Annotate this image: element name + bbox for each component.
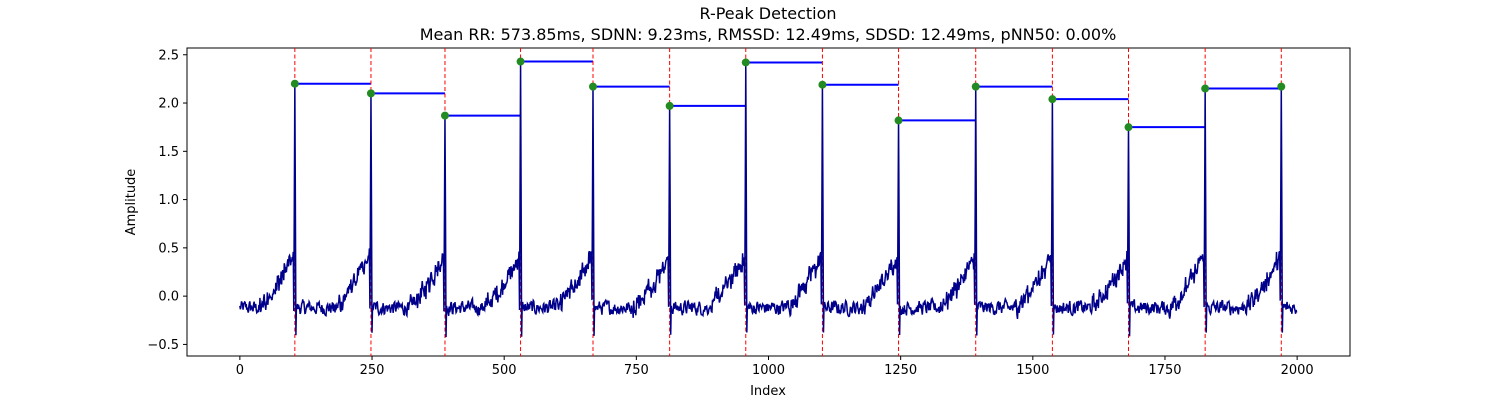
r-peak-marker <box>741 58 750 67</box>
x-tick-label: 500 <box>492 363 517 378</box>
r-peak-marker <box>1048 95 1057 104</box>
r-peak-marker <box>1124 123 1133 132</box>
x-axis: 0 250 500 750 1000 1250 1500 1750 2000 <box>236 356 1314 378</box>
x-tick-label: 0 <box>236 363 244 378</box>
y-tick-label: 1.5 <box>158 145 179 160</box>
r-peak-marker <box>1201 84 1210 93</box>
x-axis-label: Index <box>750 384 786 399</box>
peak-vertical-lines <box>294 48 1282 356</box>
r-peak-marker <box>516 57 525 66</box>
y-axis: −0.5 0.0 0.5 1.0 1.5 2.0 2.5 <box>147 48 187 353</box>
y-axis-label: Amplitude <box>124 169 139 236</box>
r-peak-marker <box>818 80 827 89</box>
r-peak-marker <box>665 101 674 110</box>
r-peak-marker <box>290 79 299 88</box>
r-peak-marker <box>366 89 375 98</box>
y-tick-label: −0.5 <box>147 338 179 353</box>
r-peak-marker <box>1277 82 1286 91</box>
x-tick-label: 1500 <box>1016 363 1049 378</box>
y-tick-label: 2.0 <box>158 97 179 112</box>
r-peak-marker <box>588 82 597 91</box>
y-tick-label: 0.5 <box>158 241 179 256</box>
x-tick-label: 1000 <box>752 363 785 378</box>
x-tick-label: 1250 <box>884 363 917 378</box>
x-tick-label: 750 <box>624 363 649 378</box>
peak-markers <box>290 57 1286 132</box>
y-tick-label: 0.0 <box>158 290 179 305</box>
y-tick-label: 2.5 <box>158 48 179 63</box>
x-tick-label: 2000 <box>1281 363 1314 378</box>
x-tick-label: 1750 <box>1148 363 1181 378</box>
y-tick-label: 1.0 <box>158 193 179 208</box>
chart-subtitle: Mean RR: 573.85ms, SDNN: 9.23ms, RMSSD: … <box>420 25 1117 44</box>
chart-title: R-Peak Detection <box>699 4 836 23</box>
x-tick-label: 250 <box>360 363 385 378</box>
r-peak-marker <box>894 116 903 125</box>
r-peak-marker <box>971 82 980 91</box>
rr-interval-lines <box>294 60 1282 129</box>
ecg-signal-line <box>239 61 1298 338</box>
r-peak-marker <box>440 111 449 120</box>
